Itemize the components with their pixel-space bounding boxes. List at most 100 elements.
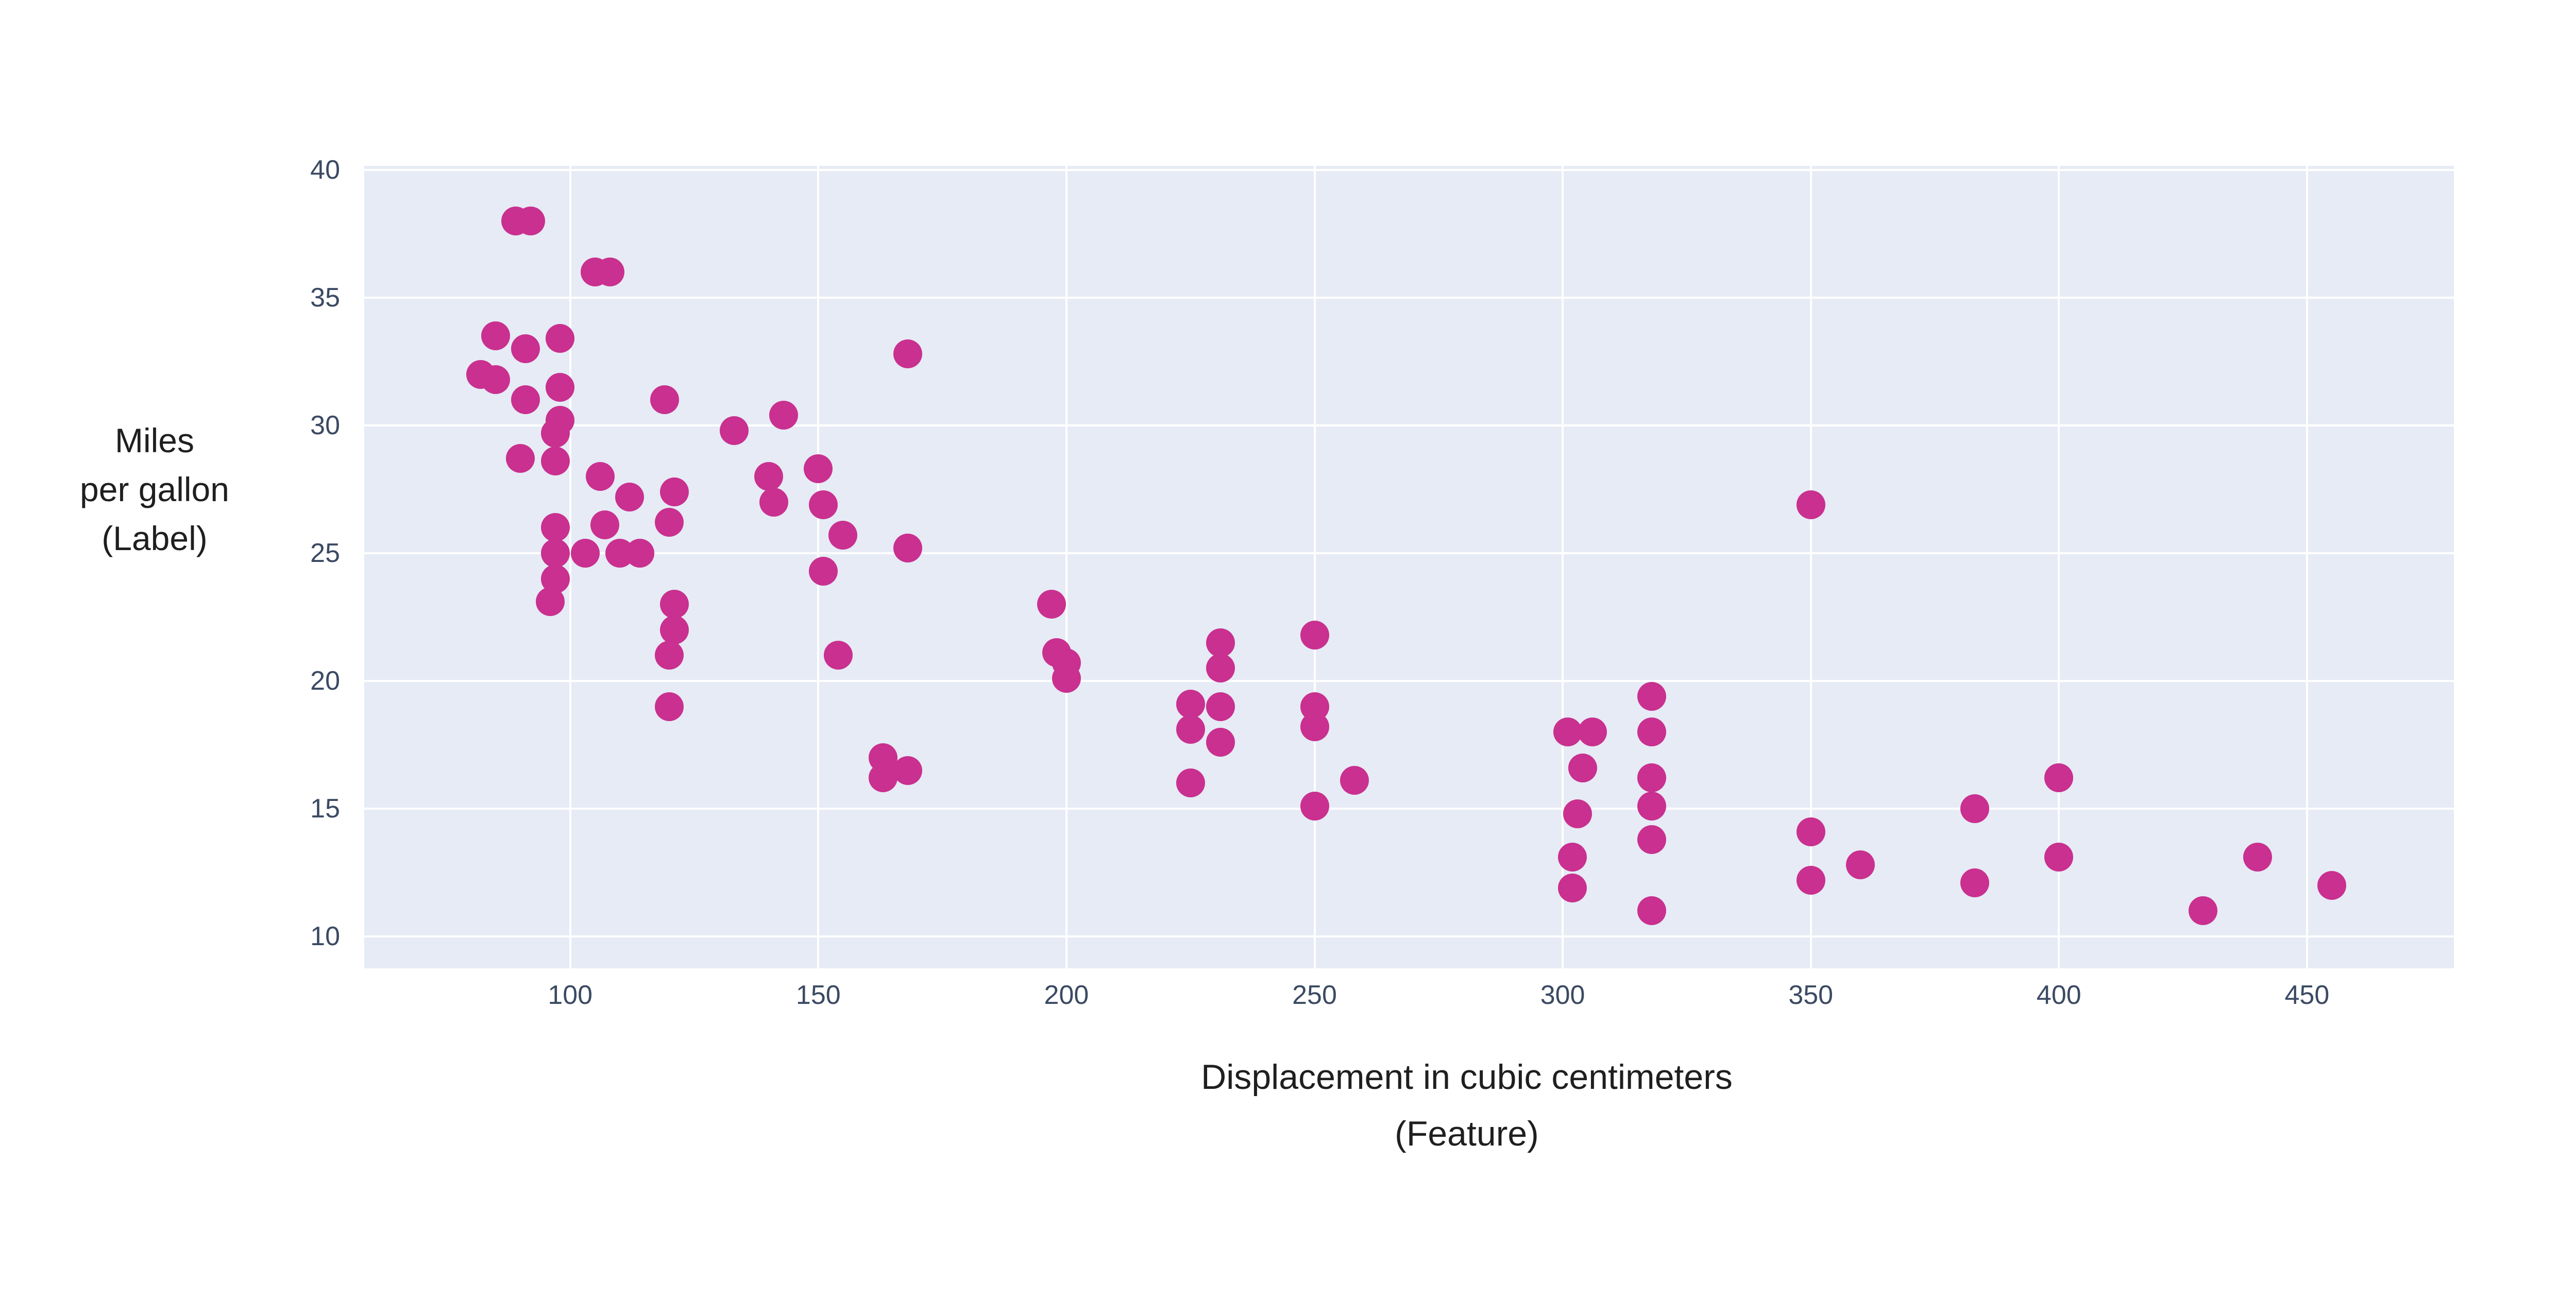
x-axis-title-line: Displacement in cubic centimeters	[1201, 1057, 1733, 1097]
gridline-x-350	[1809, 166, 1812, 968]
x-tick-label-250: 250	[1292, 980, 1337, 1010]
data-point	[546, 372, 575, 402]
data-point	[769, 401, 798, 430]
data-point	[1206, 692, 1235, 721]
data-point	[1960, 794, 1989, 823]
data-point	[659, 590, 689, 619]
gridline-x-400	[2058, 166, 2060, 968]
data-point	[655, 508, 684, 537]
data-point	[759, 487, 788, 517]
gridline-y-20	[364, 679, 2454, 682]
data-point	[1637, 681, 1667, 711]
y-tick-label-20: 20	[310, 665, 340, 696]
data-point	[659, 615, 689, 644]
y-axis-title: Miles per gallon (Label)	[80, 416, 229, 563]
data-point	[540, 513, 570, 542]
data-point	[540, 418, 570, 448]
data-point	[1052, 664, 1081, 693]
data-point	[1176, 689, 1205, 719]
y-axis-title-line: (Label)	[101, 519, 208, 557]
data-point	[481, 365, 511, 394]
data-point	[2243, 843, 2272, 872]
gridline-y-15	[364, 807, 2454, 810]
data-point	[1578, 718, 1607, 747]
data-point	[590, 510, 620, 540]
data-point	[585, 462, 615, 491]
data-point	[481, 321, 511, 351]
x-tick-label-100: 100	[548, 980, 593, 1010]
data-point	[823, 641, 853, 670]
x-tick-label-350: 350	[1788, 980, 1834, 1010]
data-point	[1176, 715, 1205, 744]
data-point	[1960, 868, 1989, 897]
data-point	[516, 207, 545, 236]
data-point	[595, 258, 624, 287]
y-axis-title-line: Miles	[114, 421, 195, 459]
data-point	[868, 763, 897, 793]
data-point	[1568, 753, 1597, 782]
data-point	[828, 521, 858, 550]
data-point	[511, 385, 540, 415]
gridline-y-30	[364, 424, 2454, 426]
data-point	[506, 444, 535, 473]
x-tick-label-400: 400	[2036, 980, 2081, 1010]
x-tick-label-150: 150	[795, 980, 841, 1010]
y-tick-label-15: 15	[310, 793, 340, 824]
data-point	[2044, 843, 2074, 872]
data-point	[1796, 817, 1825, 846]
gridline-y-25	[364, 552, 2454, 554]
data-point	[615, 482, 645, 511]
data-point	[1206, 728, 1235, 757]
gridline-x-100	[569, 166, 571, 968]
data-point	[1563, 799, 1592, 828]
data-point	[2188, 896, 2217, 926]
data-point	[1846, 850, 1875, 880]
data-point	[2044, 763, 2074, 793]
y-tick-label-40: 40	[310, 155, 340, 185]
data-point	[2317, 870, 2347, 900]
y-tick-label-30: 30	[310, 410, 340, 440]
data-point	[1037, 590, 1066, 619]
data-point	[1206, 654, 1235, 683]
x-tick-label-200: 200	[1044, 980, 1089, 1010]
data-point	[1637, 718, 1667, 747]
data-point	[804, 454, 833, 484]
data-point	[1558, 843, 1587, 872]
data-point	[536, 587, 565, 617]
data-point	[1637, 896, 1667, 926]
data-point	[893, 339, 922, 369]
data-point	[655, 641, 684, 670]
data-point	[511, 334, 540, 364]
x-tick-label-300: 300	[1540, 980, 1585, 1010]
data-point	[650, 385, 679, 415]
data-point	[893, 534, 922, 563]
gridline-y-35	[364, 296, 2454, 299]
data-point	[1637, 792, 1667, 821]
data-point	[1796, 865, 1825, 895]
data-point	[808, 490, 838, 519]
data-point	[1206, 628, 1235, 657]
gridline-x-200	[1065, 166, 1067, 968]
data-point	[1300, 792, 1329, 821]
data-point	[540, 538, 570, 568]
data-point	[893, 756, 922, 785]
data-point	[719, 416, 749, 445]
data-point	[1300, 620, 1329, 650]
gridline-x-300	[1562, 166, 1564, 968]
data-point	[808, 556, 838, 586]
data-point	[1558, 873, 1587, 902]
data-point	[1637, 825, 1667, 854]
x-axis-title-line: (Feature)	[1395, 1114, 1539, 1153]
data-point	[570, 538, 600, 568]
data-point	[655, 692, 684, 721]
data-point	[1637, 763, 1667, 793]
gridline-y-10	[364, 935, 2454, 937]
data-point	[546, 324, 575, 353]
data-point	[540, 447, 570, 476]
data-point	[1553, 718, 1582, 747]
gridline-y-40	[364, 168, 2454, 171]
y-tick-label-10: 10	[310, 921, 340, 951]
plot-area	[364, 166, 2454, 968]
y-tick-label-25: 25	[310, 538, 340, 568]
